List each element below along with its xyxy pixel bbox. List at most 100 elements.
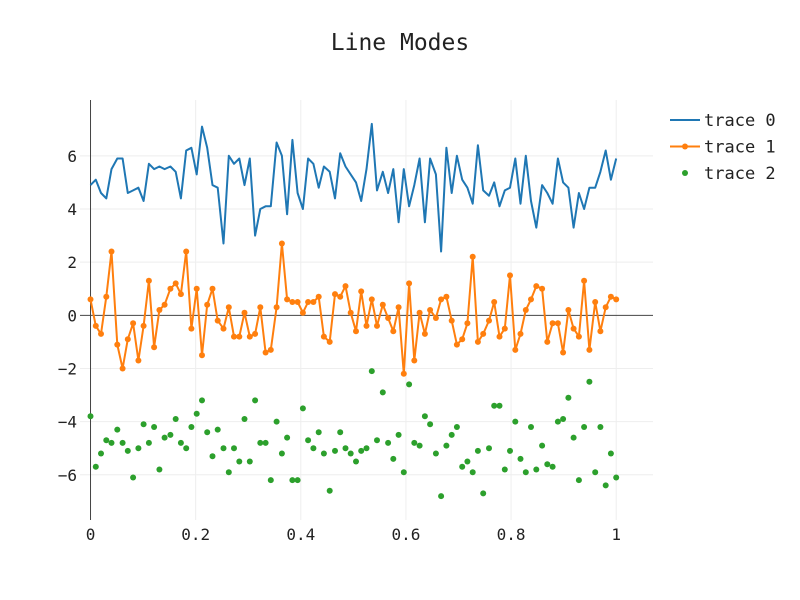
data-point <box>474 338 481 345</box>
data-point <box>289 299 296 305</box>
data-point <box>353 458 359 465</box>
data-point <box>284 434 291 441</box>
data-point <box>332 291 338 298</box>
data-point <box>512 418 519 425</box>
data-point <box>140 421 147 428</box>
data-point <box>267 346 274 353</box>
data-point <box>278 240 285 247</box>
data-point <box>496 333 503 340</box>
data-point <box>347 309 354 316</box>
data-point <box>400 469 407 476</box>
data-point <box>501 325 508 332</box>
data-point <box>464 458 471 465</box>
x-tick-label: 0.2 <box>181 525 210 544</box>
data-point <box>114 426 121 433</box>
data-point <box>421 330 428 337</box>
x-tick-label: 0.8 <box>497 525 526 544</box>
data-point <box>167 431 174 438</box>
data-point <box>486 317 492 324</box>
data-point <box>241 309 248 316</box>
data-point <box>575 477 582 484</box>
y-tick-label: −6 <box>58 466 77 485</box>
y-tick-label: −2 <box>58 359 77 378</box>
data-point <box>151 424 158 430</box>
legend-item-trace-0[interactable]: trace 0 <box>670 111 776 131</box>
data-point <box>199 352 205 359</box>
data-point <box>299 405 306 412</box>
data-point <box>236 458 243 465</box>
data-point <box>209 453 216 460</box>
data-point <box>267 477 274 484</box>
data-point <box>528 296 534 303</box>
legend-item-trace-2[interactable]: trace 2 <box>682 164 776 184</box>
data-point <box>474 447 481 454</box>
data-point <box>172 280 179 287</box>
data-point <box>119 439 126 446</box>
data-point <box>214 317 221 324</box>
data-point <box>522 307 529 313</box>
legend-marker-swatch <box>682 170 688 176</box>
data-point <box>209 285 216 292</box>
data-point <box>161 434 168 441</box>
data-point <box>299 309 306 316</box>
data-point <box>363 322 370 329</box>
data-point <box>320 450 327 457</box>
data-point <box>368 368 375 375</box>
data-point <box>575 333 582 340</box>
data-point <box>305 299 312 305</box>
legend-item-trace-1[interactable]: trace 1 <box>670 138 776 158</box>
y-tick-label: 6 <box>67 147 77 166</box>
data-point <box>374 437 380 444</box>
data-point <box>214 426 221 433</box>
data-point <box>310 445 317 452</box>
data-point <box>183 445 190 452</box>
data-point <box>172 416 179 422</box>
data-point <box>411 357 418 364</box>
data-point <box>204 429 211 436</box>
data-point <box>491 402 498 409</box>
data-point <box>114 341 121 348</box>
x-axis-ticks: 0 0.2 0.4 0.6 0.8 1 <box>86 525 621 544</box>
data-point <box>124 447 131 454</box>
data-point <box>92 322 99 329</box>
data-point <box>145 277 152 284</box>
data-point <box>554 320 561 327</box>
data-point <box>188 424 195 430</box>
data-point <box>507 272 513 279</box>
data-point <box>539 285 546 292</box>
data-point <box>294 477 301 484</box>
legend[interactable]: trace 0 trace 1 trace 2 <box>670 111 776 184</box>
data-point <box>554 418 561 425</box>
data-point <box>607 293 614 300</box>
data-point <box>427 421 434 428</box>
data-point <box>236 333 243 340</box>
data-point <box>315 429 322 436</box>
data-point <box>257 439 264 446</box>
data-point <box>581 277 588 284</box>
data-point <box>544 461 551 468</box>
data-point <box>246 458 253 465</box>
y-axis-ticks: −6 −4 −2 0 2 4 6 <box>58 147 77 485</box>
data-point <box>145 439 152 446</box>
data-point <box>294 299 301 305</box>
y-tick-label: 4 <box>67 200 77 219</box>
data-point <box>199 397 205 404</box>
data-point <box>119 365 126 372</box>
data-point <box>167 285 174 292</box>
legend-marker-swatch <box>682 143 688 150</box>
data-point <box>507 447 513 454</box>
data-point <box>358 447 365 454</box>
data-point <box>124 336 131 343</box>
data-point <box>486 445 492 452</box>
data-point <box>92 463 99 470</box>
data-point <box>332 447 338 454</box>
data-point <box>453 424 460 430</box>
data-point <box>613 474 620 481</box>
data-point <box>602 482 609 489</box>
data-point <box>464 320 471 327</box>
data-point <box>161 301 168 308</box>
data-point <box>103 437 110 444</box>
chart-title: Line Modes <box>331 30 469 56</box>
data-point <box>565 394 572 401</box>
data-point <box>87 296 94 303</box>
